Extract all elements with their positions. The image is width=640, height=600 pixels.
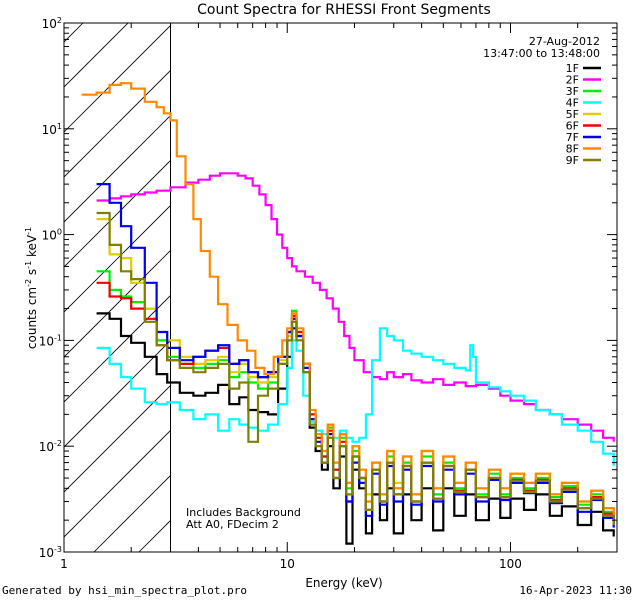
- series-2F: [96, 172, 615, 442]
- hatch-line: [64, 249, 171, 358]
- hatch-line: [64, 384, 171, 493]
- y-tick-label: 10-2: [39, 439, 62, 454]
- legend-label: 1F: [566, 62, 579, 75]
- legend-label: 4F: [566, 97, 579, 110]
- hatch-line: [64, 204, 171, 313]
- x-tick-label: 1: [60, 557, 68, 571]
- y-tick-label: 102: [42, 16, 62, 31]
- hatch-line: [64, 339, 171, 448]
- y-axis-label: counts cm-2 s-1 keV-1: [24, 227, 39, 349]
- footer-generated-by: Generated by hsi_min_spectra_plot.pro: [2, 584, 248, 597]
- y-tick-label: 101: [42, 122, 62, 137]
- y-tick-label: 100: [42, 228, 62, 243]
- plot-frame: [63, 22, 618, 553]
- series-lines: [81, 82, 615, 545]
- series-5F: [96, 218, 615, 516]
- legend-label: 3F: [566, 85, 579, 98]
- legend-label: 5F: [566, 108, 579, 121]
- legend-label: 8F: [566, 143, 579, 156]
- hatch-line: [64, 24, 171, 133]
- legend-label: 2F: [566, 74, 579, 87]
- hatch-line: [64, 23, 84, 43]
- hatched-region: [64, 23, 640, 552]
- footer-timestamp: 16-Apr-2023 11:30: [519, 584, 632, 597]
- x-tick-label: 10: [280, 557, 295, 571]
- series-9F: [96, 211, 615, 525]
- x-tick-label: 100: [499, 557, 522, 571]
- hatch-line: [64, 429, 171, 538]
- legend-label: 9F: [566, 154, 579, 167]
- chart-title: Count Spectra for RHESSI Front Segments: [197, 2, 491, 18]
- annotation-attenuator: Att A0, FDecim 2: [186, 518, 279, 531]
- legend-label: 7F: [566, 131, 579, 144]
- hatch-line: [64, 69, 171, 178]
- series-8F: [81, 82, 615, 516]
- annotation-background: Includes Background: [186, 506, 301, 519]
- hatch-line: [64, 114, 171, 223]
- time-range-label: 13:47:00 to 13:48:00: [483, 47, 600, 60]
- y-tick-label: 10-3: [39, 545, 62, 560]
- x-axis-label: Energy (keV): [305, 576, 382, 590]
- y-tick-label: 10-1: [39, 333, 62, 348]
- axis-ticks: 1 10 100 10-3 10-2 10-1 100 101 102: [39, 16, 618, 571]
- series-4F: [96, 327, 615, 466]
- date-label: 27-Aug-2012: [529, 35, 600, 48]
- legend-label: 6F: [566, 120, 579, 133]
- hatch-line: [634, 23, 640, 552]
